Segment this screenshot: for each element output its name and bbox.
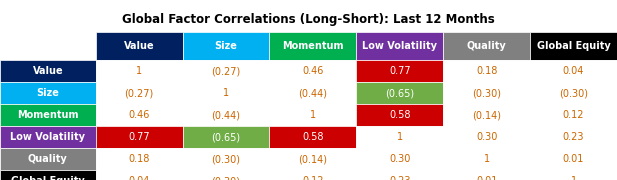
Bar [357,148,443,170]
Text: (0.14): (0.14) [472,110,501,120]
Bar [530,60,617,82]
Bar [270,82,357,104]
Text: Value: Value [33,66,63,76]
Bar [270,126,357,148]
Text: Quality: Quality [28,154,68,164]
Bar [270,104,357,126]
Bar [0,104,96,126]
Text: 0.18: 0.18 [128,154,150,164]
Bar [530,126,617,148]
Bar [270,60,357,82]
Bar [443,126,530,148]
Text: Momentum: Momentum [17,110,78,120]
Bar [183,104,270,126]
Text: 0.46: 0.46 [128,110,150,120]
Text: 0.01: 0.01 [476,176,497,180]
Text: Global Equity: Global Equity [11,176,85,180]
Text: (0.30): (0.30) [212,176,241,180]
Bar [357,32,443,60]
Bar [443,170,530,180]
Bar [270,170,357,180]
Bar [357,126,443,148]
Text: Size: Size [36,88,59,98]
Bar [443,104,530,126]
Text: 0.04: 0.04 [128,176,150,180]
Bar [96,32,183,60]
Text: Momentum: Momentum [282,41,344,51]
Text: 0.01: 0.01 [563,154,584,164]
Text: 1: 1 [397,132,403,142]
Bar [530,170,617,180]
Text: (0.65): (0.65) [212,132,241,142]
Text: 0.12: 0.12 [302,176,324,180]
Bar [530,104,617,126]
Bar [443,82,530,104]
Bar [183,82,270,104]
Text: 0.23: 0.23 [563,132,584,142]
Bar [530,82,617,104]
Text: Value: Value [124,41,154,51]
Bar [270,148,357,170]
Text: (0.65): (0.65) [385,88,415,98]
Text: Global Factor Correlations (Long-Short): Last 12 Months: Global Factor Correlations (Long-Short):… [122,13,495,26]
Text: 1: 1 [223,88,229,98]
Text: Quality: Quality [467,41,507,51]
Text: (0.27): (0.27) [125,88,154,98]
Bar [443,148,530,170]
Text: (0.14): (0.14) [299,154,328,164]
Text: (0.44): (0.44) [212,110,241,120]
Text: 1: 1 [484,154,490,164]
Text: 0.12: 0.12 [563,110,584,120]
Text: Low Volatility: Low Volatility [10,132,85,142]
Text: 0.04: 0.04 [563,66,584,76]
Bar [183,60,270,82]
Text: (0.30): (0.30) [212,154,241,164]
Bar [183,126,270,148]
Bar [183,170,270,180]
Bar [443,32,530,60]
Bar [357,60,443,82]
Text: 0.58: 0.58 [302,132,324,142]
Bar [0,126,96,148]
Bar [96,170,183,180]
Bar [0,170,96,180]
Bar [183,32,270,60]
Bar [357,104,443,126]
Text: Low Volatility: Low Volatility [362,41,437,51]
Bar [270,32,357,60]
Text: 1: 1 [136,66,142,76]
Text: 0.18: 0.18 [476,66,497,76]
Bar [0,148,96,170]
Text: Global Equity: Global Equity [537,41,610,51]
Bar [530,148,617,170]
Text: 0.77: 0.77 [128,132,150,142]
Text: 0.77: 0.77 [389,66,410,76]
Bar [96,148,183,170]
Bar [96,60,183,82]
Bar [183,148,270,170]
Text: 0.30: 0.30 [476,132,497,142]
Bar [530,32,617,60]
Bar [96,82,183,104]
Text: 1: 1 [571,176,577,180]
Text: 0.46: 0.46 [302,66,323,76]
Bar [96,104,183,126]
Text: 0.30: 0.30 [389,154,410,164]
Text: (0.44): (0.44) [299,88,328,98]
Text: 1: 1 [310,110,316,120]
Bar [0,60,96,82]
Text: (0.27): (0.27) [212,66,241,76]
Text: (0.30): (0.30) [472,88,501,98]
Bar [357,82,443,104]
Bar [0,82,96,104]
Text: 0.23: 0.23 [389,176,410,180]
Bar [357,170,443,180]
Text: (0.30): (0.30) [559,88,588,98]
Bar [96,126,183,148]
Text: 0.58: 0.58 [389,110,410,120]
Bar [443,60,530,82]
Text: Size: Size [215,41,238,51]
